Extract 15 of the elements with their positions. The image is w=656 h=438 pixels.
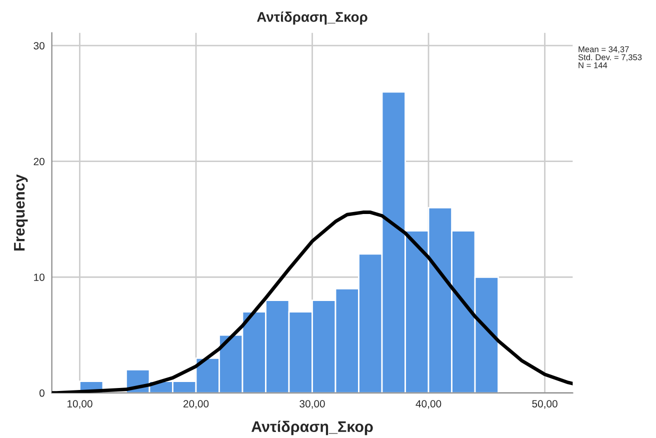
x-tick-label: 30,00 (300, 400, 325, 409)
y-tick-label: 10 (34, 274, 44, 281)
x-tick-label: 40,00 (416, 400, 442, 409)
y-tick-label: 30 (34, 42, 44, 50)
x-axis-title: Αντίδραση_Σκορ (251, 420, 373, 436)
x-tick-label: 20,00 (183, 400, 209, 409)
x-tick-label: 10,00 (67, 400, 92, 409)
text: Mean = 34,37 (578, 46, 629, 54)
text: Std. Dev. = 7,353 (578, 54, 642, 62)
y-tick-label: 0 (39, 389, 44, 397)
y-tick-label: 20 (34, 158, 44, 166)
text: N = 144 (578, 62, 608, 68)
y-axis-title: Frequency (14, 174, 28, 250)
chart-title: Αντίδραση_Σκορ (256, 12, 368, 25)
x-tick-label: 50,00 (532, 400, 558, 409)
